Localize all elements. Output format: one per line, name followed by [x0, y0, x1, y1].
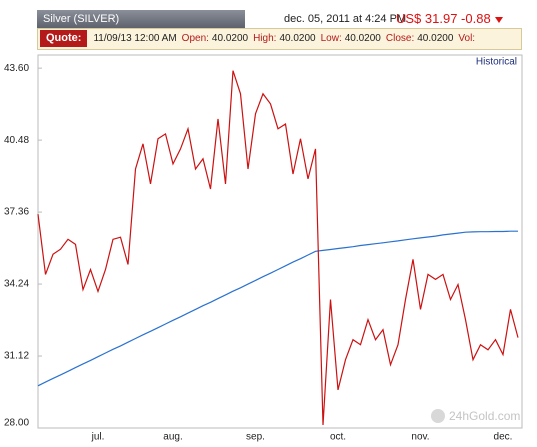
quote-field-name: High:: [253, 33, 277, 44]
y-tick-label: 40.48: [4, 135, 29, 146]
y-tick-label: 34.24: [4, 279, 29, 290]
instrument-tab: Silver (SILVER): [37, 10, 245, 28]
timestamp: dec. 05, 2011 at 4:24 PM: [284, 13, 407, 25]
x-tick-label: jul.: [91, 432, 105, 443]
quote-field-name: Close:: [385, 33, 415, 44]
x-tick-label: oct.: [330, 432, 346, 443]
watermark: 24hGold.com: [449, 409, 520, 423]
annotation: Historical: [476, 57, 517, 68]
x-tick-label: sep.: [246, 432, 265, 443]
quote-time: 11/09/13 12:00 AM: [93, 33, 177, 44]
volume-label: Vol:: [458, 33, 476, 44]
x-tick-label: dec.: [494, 432, 513, 443]
quote-field-value: 40.0200: [344, 33, 381, 44]
y-tick-label: 37.36: [4, 207, 29, 218]
quote-field-value: 40.0200: [417, 33, 454, 44]
down-arrow: [495, 16, 504, 23]
plot-frame: [37, 54, 523, 429]
x-tick-label: nov.: [411, 432, 429, 443]
quote-field-name: Open:: [181, 33, 209, 44]
y-tick-label: 28.00: [4, 418, 29, 429]
quote-fields: Open: 40.0200 High: 40.0200 Low: 40.0200 Close…: [177, 33, 454, 44]
quote-field-value: 40.0200: [211, 33, 249, 44]
price-text: US$ 31.97 -0.88: [396, 11, 491, 26]
quote-label: Quote:: [40, 30, 88, 47]
watermark-icon: [431, 409, 445, 423]
series-line: [37, 230, 518, 387]
x-tick-label: aug.: [163, 432, 182, 443]
quote-field-value: 40.0200: [279, 33, 316, 44]
y-tick-label: 43.60: [4, 63, 29, 74]
series-line: [37, 70, 519, 426]
quote-field-name: Low:: [320, 33, 342, 44]
y-tick-label: 31.12: [4, 351, 29, 362]
price: US$ 31.97 -0.88: [396, 11, 504, 26]
quote-bar: Quote: 11/09/13 12:00 AM Open: 40.0200 High:…: [37, 28, 522, 50]
